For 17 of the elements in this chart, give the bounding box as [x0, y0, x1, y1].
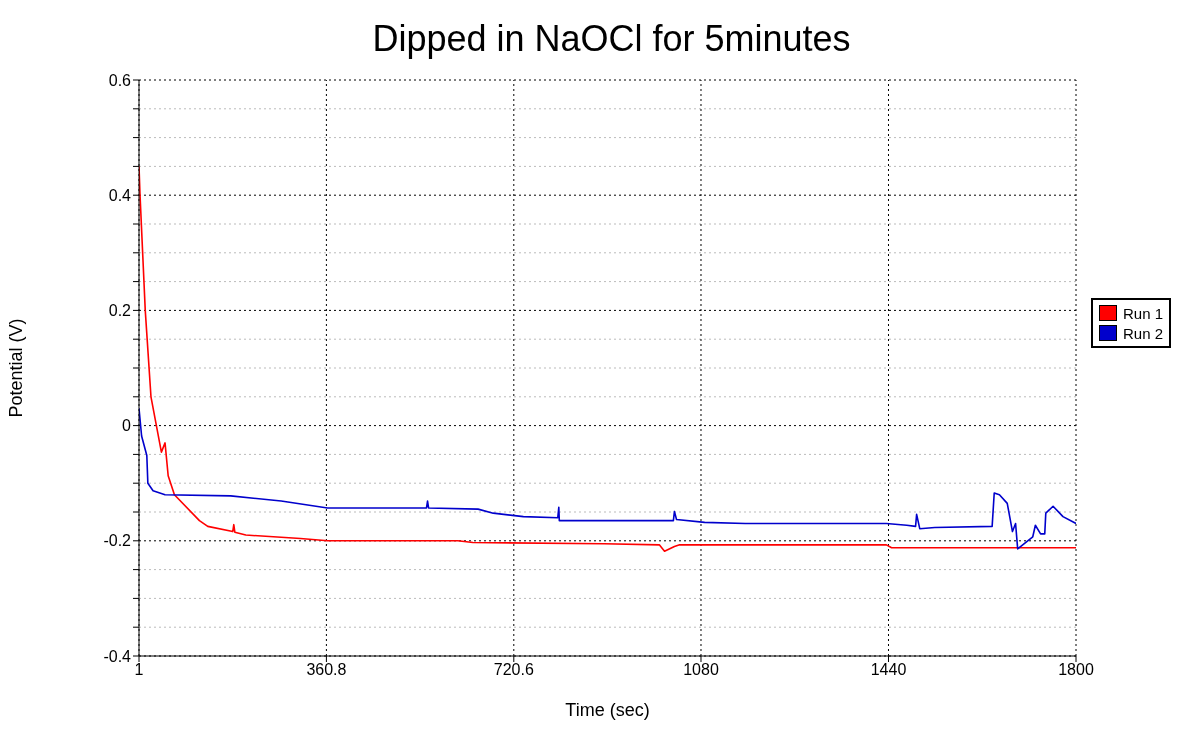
legend-label: Run 2 — [1123, 324, 1164, 342]
y-tick-label: 0.6 — [108, 71, 132, 89]
x-tick-label: 1800 — [1058, 661, 1094, 679]
y-tick-label: -0.2 — [103, 532, 132, 550]
x-tick-label: 1440 — [870, 661, 907, 679]
y-tick-label: 0.4 — [108, 186, 132, 204]
y-axis-title: Potential (V) — [6, 318, 27, 418]
x-tick-label: 360.8 — [306, 661, 347, 679]
chart-title: Dipped in NaOCl for 5minutes — [371, 18, 852, 60]
y-tick-label: -0.4 — [103, 647, 132, 665]
x-tick-label: 1080 — [683, 661, 719, 679]
legend-label: Run 1 — [1123, 304, 1164, 322]
y-tick-label: 0.2 — [108, 302, 132, 320]
y-tick-label: 0 — [122, 417, 132, 435]
x-tick-label: 720.6 — [493, 661, 534, 679]
x-tick-label: 1 — [134, 661, 144, 679]
x-axis-title: Time (sec) — [565, 700, 650, 720]
